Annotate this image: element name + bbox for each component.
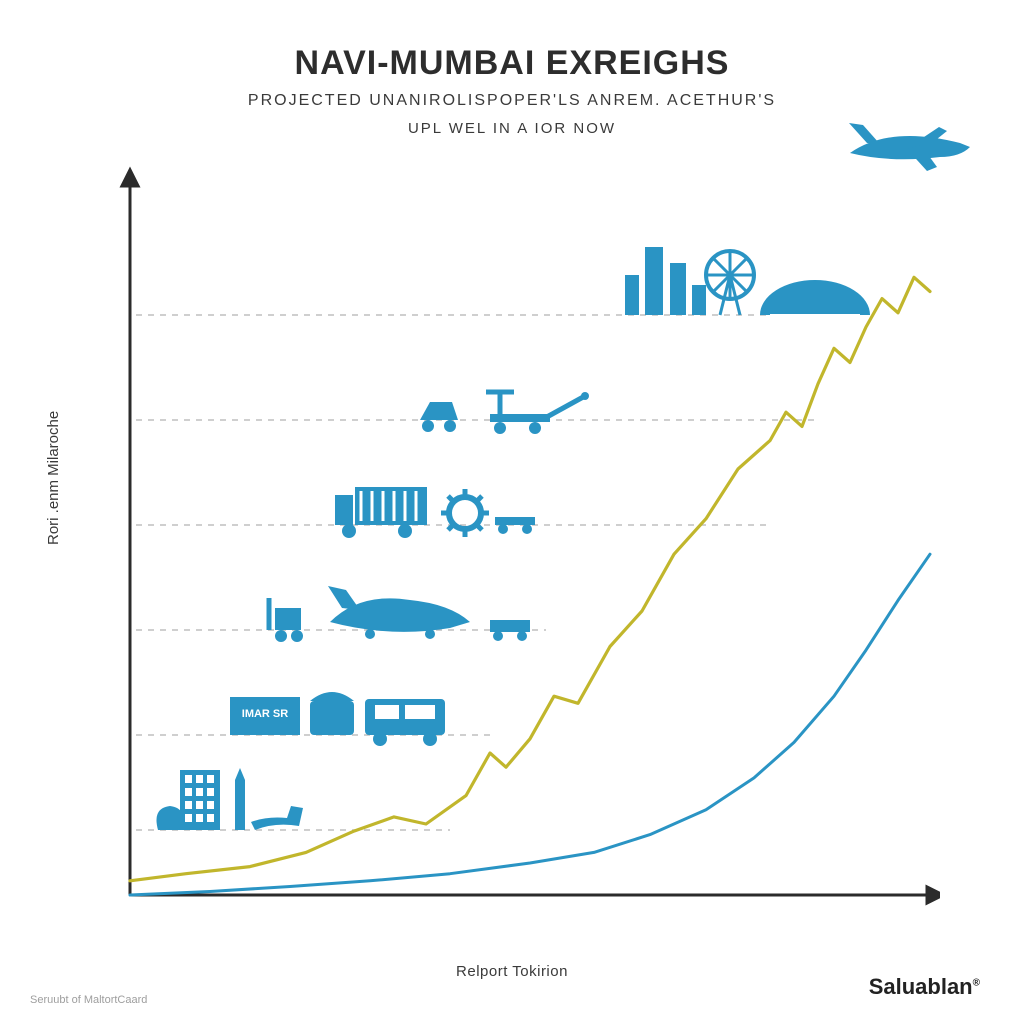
- registered-icon: ®: [973, 978, 980, 989]
- brand-logo: Saluablan®: [869, 974, 980, 1000]
- series-upper-curve: [130, 277, 930, 881]
- infographic-icons: IMAR SR: [157, 247, 871, 830]
- page: NAVI-MUMBAI EXREIGHS PROJECTED UNANIROLI…: [0, 0, 1024, 1024]
- svg-text:IMAR SR: IMAR SR: [242, 708, 289, 720]
- brand-text: Saluablan: [869, 974, 973, 999]
- chart-title: NAVI-MUMBAI EXREIGHS: [0, 44, 1024, 83]
- source-attribution: Seruubt of MaltortCaard: [30, 994, 147, 1006]
- chart-svg: IMAR SR: [100, 165, 940, 925]
- chart-subtitle-2: UPL WEL IN A IOR NOW: [0, 120, 1024, 137]
- y-axis-label: Rori .enm Milaroche: [45, 411, 62, 545]
- growth-chart: IMAR SR: [100, 165, 940, 925]
- chart-subtitle: PROJECTED UNANIROLISPOPER'LS ANREM. ACET…: [0, 92, 1024, 110]
